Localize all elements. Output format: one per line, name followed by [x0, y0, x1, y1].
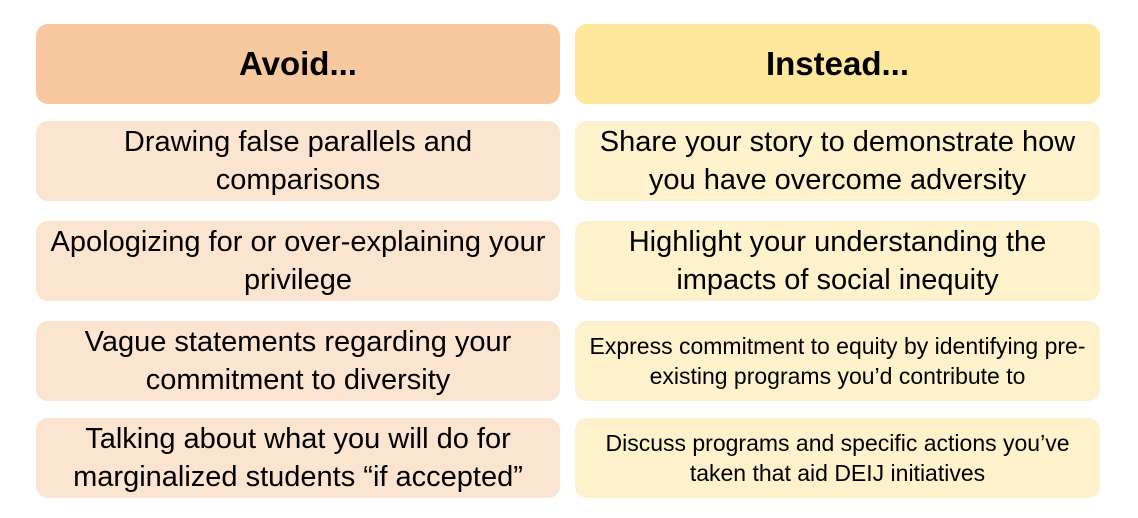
avoid-item: Vague statements regarding your commitme… — [36, 321, 560, 401]
instead-item: Express commitment to equity by identify… — [575, 321, 1100, 401]
instead-item-text: Highlight your understanding the impacts… — [628, 226, 1047, 296]
avoid-item-text: Vague statements regarding your commitme… — [84, 326, 512, 396]
avoid-item-text: Talking about what you will do for margi… — [73, 423, 523, 493]
instead-item: Share your story to demonstrate how you … — [575, 121, 1100, 201]
instead-item: Highlight your understanding the impacts… — [575, 221, 1100, 301]
avoid-header-label: Avoid... — [239, 45, 357, 82]
avoid-item: Talking about what you will do for margi… — [36, 418, 560, 498]
instead-header: Instead... — [575, 24, 1100, 104]
instead-item: Discuss programs and specific actions yo… — [575, 418, 1100, 498]
avoid-item: Apologizing for or over-explaining your … — [36, 221, 560, 301]
avoid-header: Avoid... — [36, 24, 560, 104]
instead-item-text: Express commitment to equity by identify… — [589, 333, 1086, 389]
instead-item-text: Discuss programs and specific actions yo… — [605, 430, 1070, 486]
instead-header-label: Instead... — [765, 45, 910, 82]
avoid-item-text: Apologizing for or over-explaining your … — [50, 226, 546, 296]
avoid-item: Drawing false parallels and comparisons — [36, 121, 560, 201]
instead-item-text: Share your story to demonstrate how you … — [599, 126, 1076, 196]
avoid-item-text: Drawing false parallels and comparisons — [123, 126, 473, 196]
